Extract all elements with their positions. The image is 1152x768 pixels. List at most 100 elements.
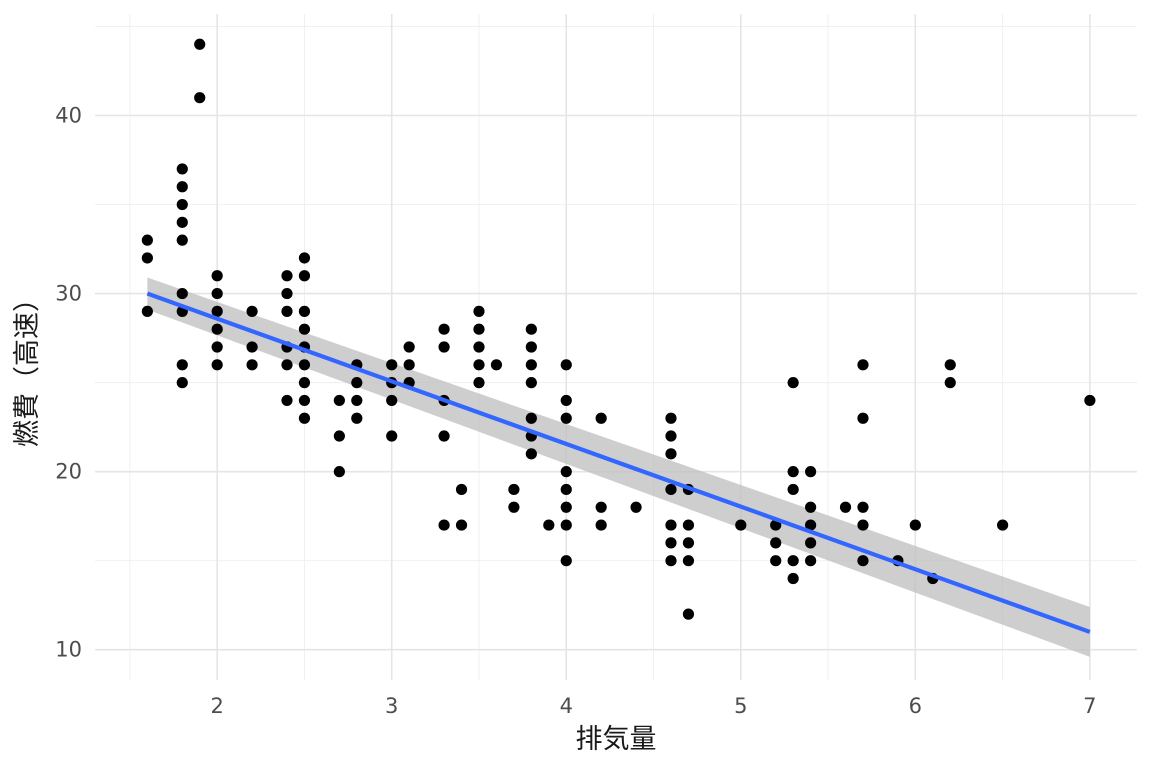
data-point: [298, 270, 311, 282]
data-point: [298, 359, 311, 371]
y-tick-label: 10: [55, 638, 82, 662]
data-point: [857, 519, 869, 531]
data-point: [525, 412, 537, 424]
data-point: [351, 394, 363, 407]
data-point: [944, 359, 956, 371]
data-point: [298, 377, 311, 389]
y-tick-label: 30: [55, 282, 82, 306]
x-tick-label: 6: [909, 694, 922, 718]
data-point: [351, 412, 363, 424]
data-point: [665, 412, 677, 424]
data-point: [141, 252, 153, 264]
data-point: [665, 448, 677, 460]
x-axis-tick-labels: 2 3 4 5 6 7: [210, 694, 1096, 718]
data-point: [543, 519, 555, 531]
data-point: [246, 305, 258, 317]
x-tick-label: 3: [385, 694, 398, 718]
data-point: [473, 341, 485, 353]
data-point: [525, 341, 537, 353]
data-point: [805, 537, 817, 549]
x-tick-label: 4: [560, 694, 573, 718]
data-point: [281, 359, 293, 371]
data-point: [455, 483, 468, 496]
minor-grid: [95, 14, 1137, 680]
data-point: [857, 412, 869, 424]
data-point: [281, 305, 293, 317]
data-point: [805, 519, 817, 531]
data-point: [665, 537, 677, 549]
data-point: [595, 519, 607, 531]
data-point: [787, 377, 799, 389]
fit-line: [146, 291, 1091, 634]
data-point: [194, 92, 206, 104]
data-point: [665, 519, 677, 531]
data-point: [682, 519, 695, 531]
data-point: [525, 323, 537, 335]
data-point: [211, 341, 223, 353]
data-point: [560, 483, 572, 496]
data-point: [560, 359, 572, 371]
data-point: [298, 394, 311, 407]
x-tick-label: 7: [1083, 694, 1096, 718]
data-point: [787, 572, 799, 585]
data-point: [351, 377, 363, 389]
data-point: [176, 377, 188, 389]
data-point: [473, 377, 485, 389]
data-point: [211, 270, 223, 282]
data-point: [560, 394, 572, 407]
data-point: [630, 501, 642, 513]
data-point: [682, 608, 695, 620]
data-point: [438, 519, 450, 531]
data-point: [333, 430, 345, 442]
fit-line-layer: [146, 291, 1091, 634]
x-tick-label: 2: [210, 694, 223, 718]
data-point: [770, 555, 782, 567]
data-point: [473, 305, 485, 317]
data-point: [438, 323, 450, 335]
data-point: [857, 555, 869, 567]
data-point: [508, 501, 520, 513]
data-points: [141, 38, 1096, 620]
data-point: [298, 412, 311, 424]
confidence-band: [147, 277, 1090, 657]
data-point: [211, 323, 223, 335]
data-point: [1084, 394, 1096, 407]
data-point: [560, 555, 572, 567]
data-point: [176, 287, 188, 300]
data-point: [560, 412, 572, 424]
data-point: [176, 198, 188, 211]
data-point: [787, 483, 799, 496]
data-point: [246, 341, 258, 353]
data-point: [787, 466, 799, 478]
data-point: [298, 252, 311, 264]
y-tick-label: 40: [55, 104, 82, 128]
data-point: [194, 38, 206, 50]
data-point: [176, 181, 188, 193]
data-point: [473, 359, 485, 371]
data-point: [909, 519, 921, 531]
data-point: [944, 377, 956, 389]
data-point: [525, 359, 537, 371]
data-point: [211, 305, 223, 317]
data-point: [386, 359, 398, 371]
data-point: [141, 305, 153, 317]
data-point: [211, 287, 223, 300]
data-point: [560, 466, 572, 478]
data-point: [805, 501, 817, 513]
data-point: [386, 394, 398, 407]
data-point: [682, 537, 695, 549]
data-point: [665, 555, 677, 567]
data-point: [787, 555, 799, 567]
data-point: [997, 519, 1009, 531]
data-point: [333, 394, 345, 407]
data-point: [665, 483, 677, 496]
data-point: [281, 394, 293, 407]
data-point: [298, 305, 311, 317]
data-point: [682, 555, 695, 567]
confidence-ribbon: [147, 277, 1090, 657]
data-point: [176, 163, 188, 175]
data-point: [333, 466, 345, 478]
data-point: [403, 359, 415, 371]
data-point: [281, 270, 293, 282]
